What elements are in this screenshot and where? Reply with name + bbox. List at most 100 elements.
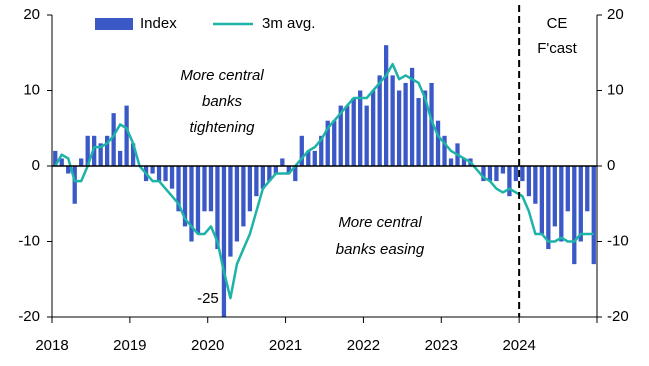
bar (156, 166, 162, 182)
y2-tick-label: 20 (607, 6, 624, 23)
bar (332, 120, 337, 166)
bar (53, 150, 58, 166)
bar (591, 166, 596, 265)
bar (130, 143, 136, 166)
bar (286, 166, 291, 174)
bar (234, 166, 240, 242)
bar (79, 158, 84, 166)
bar (66, 166, 71, 174)
legend-label: 3m avg. (262, 15, 315, 32)
bar (383, 45, 389, 167)
data-label: -25 (197, 290, 219, 307)
bar (117, 150, 123, 166)
bar (312, 150, 317, 166)
bar (247, 166, 253, 212)
legend-label: Index (140, 15, 177, 32)
bar (169, 166, 175, 189)
bar (487, 166, 493, 182)
bar (98, 143, 103, 166)
bar (189, 166, 194, 242)
bar (578, 166, 583, 242)
bar (351, 98, 356, 166)
x-tick-label: 2023 (425, 337, 458, 354)
bar (215, 166, 220, 250)
bar (72, 166, 77, 204)
bar (409, 67, 415, 166)
x-tick-label: 2020 (191, 337, 224, 354)
bar (390, 75, 395, 166)
bar (338, 105, 343, 166)
bar (546, 166, 551, 250)
y-tick-label: 0 (32, 157, 40, 174)
bar (371, 90, 376, 166)
bar (325, 120, 330, 166)
bar (403, 82, 408, 166)
bar (280, 158, 285, 166)
y-tick-label: -10 (18, 232, 40, 249)
bar (111, 113, 116, 166)
annotation: More central (180, 67, 264, 84)
bar (208, 166, 214, 212)
bar (241, 166, 246, 227)
bar (520, 166, 525, 182)
bar (396, 90, 402, 166)
bar (442, 135, 447, 166)
bar (435, 120, 441, 166)
line (54, 62, 594, 300)
annotation: More central (338, 214, 422, 231)
bar (195, 166, 201, 234)
bar (526, 166, 532, 197)
bar (364, 105, 369, 166)
annotation: F'cast (537, 40, 577, 57)
bar (267, 166, 272, 182)
bar (500, 166, 506, 174)
bar (319, 135, 324, 166)
bar (299, 135, 304, 166)
bar (585, 166, 590, 212)
bar (377, 75, 382, 166)
x-tick-label: 2024 (502, 337, 535, 354)
bar (513, 166, 519, 182)
bar (150, 166, 155, 174)
plot-area (53, 45, 596, 317)
annotation: banks (202, 93, 243, 110)
annotation: tightening (189, 119, 255, 136)
bar (345, 105, 350, 166)
bar (182, 166, 188, 227)
annotation: banks easing (336, 241, 425, 258)
bar (448, 158, 454, 166)
y-tick-label: 10 (23, 81, 40, 98)
bar (572, 166, 577, 265)
bar (260, 166, 266, 189)
bar (422, 90, 428, 166)
bar (124, 105, 129, 166)
bar (85, 135, 90, 166)
bar (358, 90, 363, 166)
bar (254, 166, 259, 197)
bar (105, 135, 110, 166)
bar (273, 166, 278, 174)
y-tick-label: 20 (23, 6, 40, 23)
bar (481, 166, 486, 182)
y2-tick-label: -10 (607, 232, 629, 249)
bar (306, 150, 311, 166)
annotation: CE (547, 15, 568, 32)
x-tick-label: 2018 (35, 337, 68, 354)
bar (221, 166, 227, 317)
bar (507, 166, 512, 197)
y2-tick-label: 0 (607, 157, 615, 174)
bar (176, 166, 181, 212)
y2-tick-label: 10 (607, 81, 624, 98)
bar (494, 166, 499, 182)
bar (293, 166, 298, 182)
bar (539, 166, 544, 234)
bar (533, 166, 538, 204)
bar (559, 166, 564, 242)
bar (552, 166, 557, 227)
x-tick-label: 2019 (113, 337, 146, 354)
y-tick-label: -20 (18, 308, 40, 325)
bar (59, 158, 64, 166)
legend-swatch (95, 18, 133, 30)
y2-tick-label: -20 (607, 308, 629, 325)
